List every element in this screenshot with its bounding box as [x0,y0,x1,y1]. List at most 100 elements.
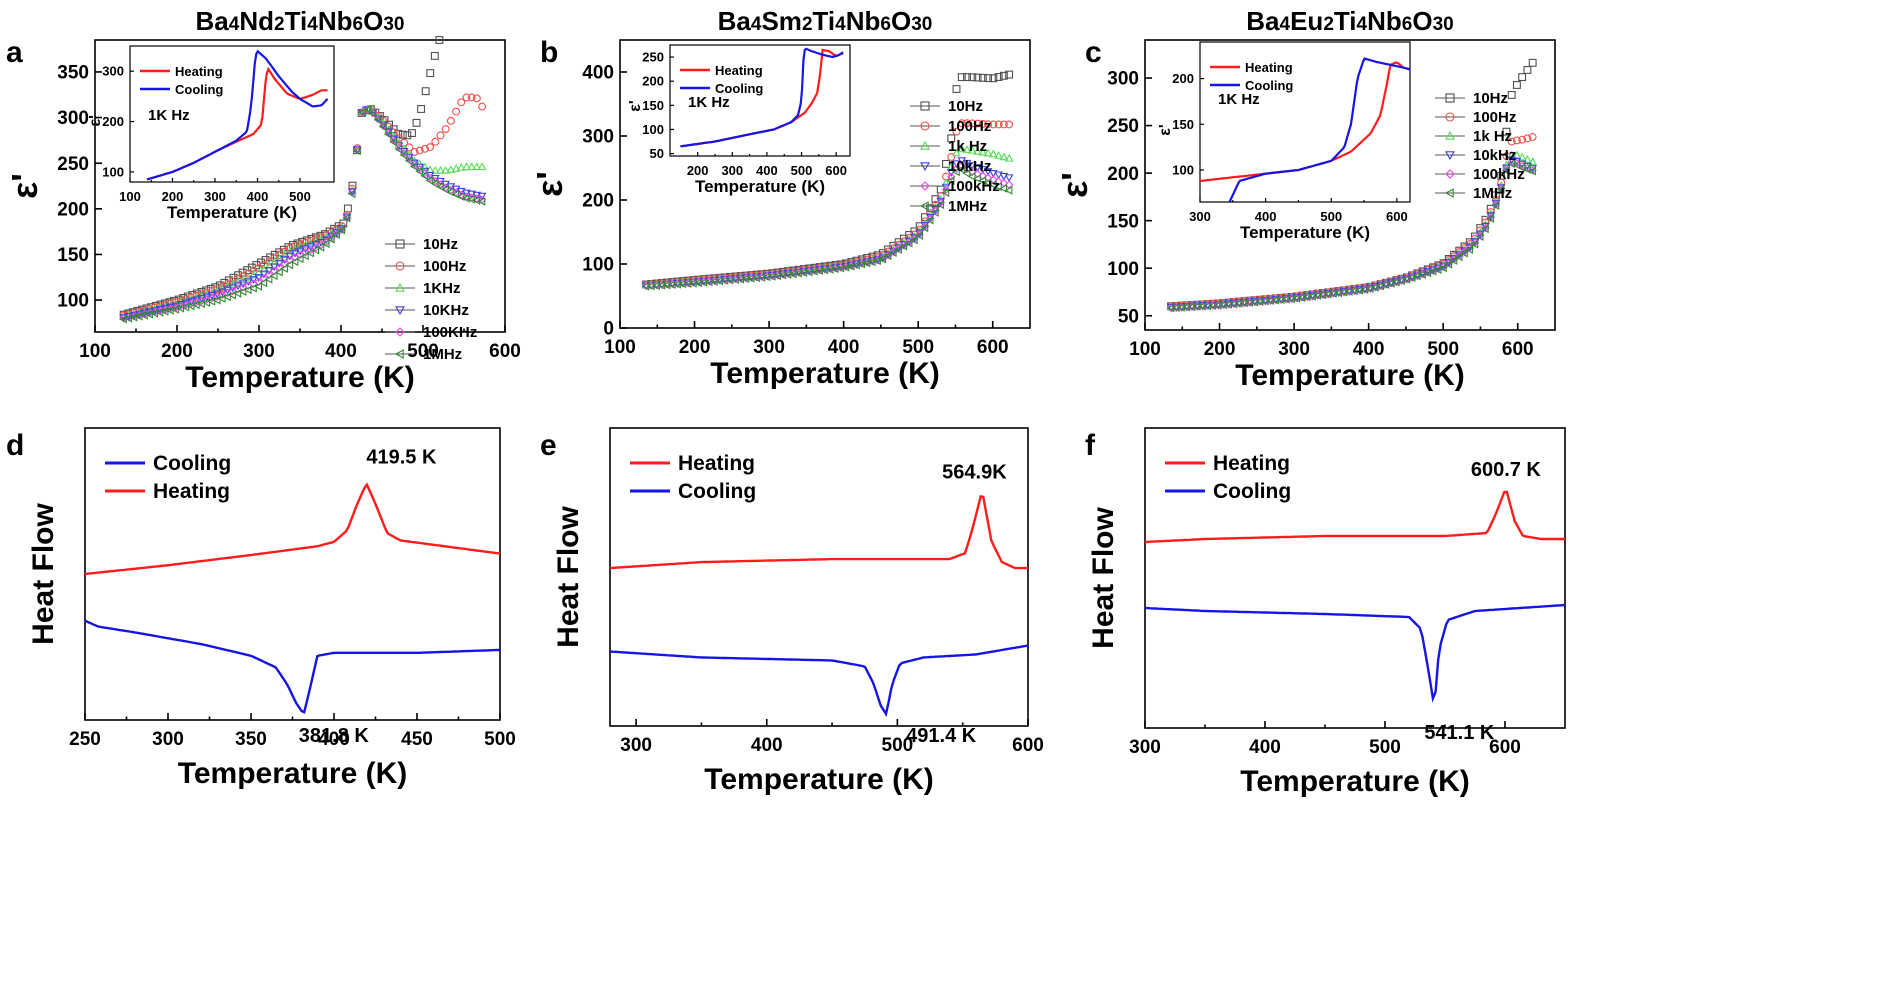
x-tick-label: 100 [119,189,141,204]
data-marker [207,297,216,306]
data-marker [421,87,430,96]
x-tick-label: 400 [828,337,860,358]
data-marker [467,162,476,171]
panel-title-part: 30 [1433,14,1454,35]
panel-letter: c [1085,36,1102,69]
y-tick-label: 300 [57,108,89,129]
data-marker [462,93,471,102]
data-marker [218,288,227,297]
y-axis-label: ε' [529,171,570,197]
inset-plot: 200 300 400 500 600 50 100 150 200 250 Temperature… [627,44,851,196]
data-marker [228,290,237,300]
data-marker [477,197,486,206]
y-axis-label: ε' [4,173,45,199]
data-marker [264,275,273,284]
panel-title-part: O [363,6,383,36]
data-marker [171,299,180,308]
data-marker [1470,240,1479,249]
data-marker [311,245,320,255]
data-marker [290,249,300,258]
data-marker [452,107,461,116]
data-marker [994,120,1003,129]
data-marker [436,165,445,174]
data-marker [1497,178,1506,187]
data-marker [962,168,971,178]
data-marker [197,299,205,309]
data-marker [1454,252,1463,262]
panel-title-part: 4 [307,14,318,35]
data-marker [1518,73,1527,82]
panel-title-part: 30 [911,14,932,35]
data-marker [1480,224,1489,234]
data-marker [316,242,325,252]
inset-frequency-note: 1K Hz [688,94,730,111]
y-tick-label: 100 [642,122,664,137]
data-marker [952,148,961,157]
x-tick-label: 300 [1189,209,1211,224]
data-marker [1459,248,1468,258]
data-marker [306,248,314,258]
data-marker [946,169,956,178]
data-marker [254,274,264,282]
x-tick-label: 400 [1249,737,1281,758]
data-marker [952,164,961,173]
x-tick-label: 400 [1255,209,1277,224]
data-marker [457,98,466,107]
x-tick-label: 400 [247,189,269,204]
data-marker [446,165,456,174]
data-marker [472,162,482,171]
data-marker [1428,266,1437,276]
inset-frequency-note: 1K Hz [148,107,190,124]
x-tick-label: 100 [604,337,636,358]
peak-annotation: 381.8 K [299,725,370,747]
data-marker [467,190,476,199]
panel-title-part: 30 [383,14,404,35]
legend-label: 1k Hz [1473,128,1512,145]
legend-marker [920,181,930,191]
plot-frame [1199,41,1411,203]
data-marker [1528,58,1537,67]
y-tick-label: 400 [582,63,614,84]
y-tick-label: 200 [582,191,614,212]
inset-frequency-note: 1K Hz [1218,91,1260,108]
legend-label-heating: Heating [678,452,755,475]
x-tick-label: 600 [1502,339,1534,360]
legend-label-heating: Heating [1213,452,1290,475]
inset-background [1200,42,1410,202]
data-marker [951,167,960,177]
data-marker [1005,70,1014,79]
series-heating [609,495,1028,570]
data-marker [451,164,461,172]
data-marker [883,251,892,261]
x-tick-label: 300 [1129,737,1161,758]
data-marker [1004,153,1014,162]
legend-marker [920,162,930,172]
panel-title-part: 4 [751,14,762,35]
data-marker [264,270,274,279]
x-tick-label: 500 [1369,737,1401,758]
data-marker [280,264,288,273]
x-axis-label: Temperature (K) [1240,765,1469,798]
data-marker [1507,137,1516,146]
data-marker [878,254,887,264]
data-marker [984,74,993,83]
data-marker [888,248,897,258]
legend-label-cooling: Cooling [1213,480,1291,503]
data-marker [238,268,247,277]
data-marker [957,165,966,174]
x-tick-label: 500 [407,341,439,362]
x-tick-label: 300 [1278,339,1310,360]
data-marker [301,245,310,254]
y-tick-label: 100 [582,255,614,276]
x-tick-label: 600 [825,163,847,178]
data-marker [233,289,242,298]
panel-title-part: Nb [1367,6,1402,36]
data-marker [1381,280,1390,290]
data-marker [1507,159,1515,168]
data-marker [967,172,976,181]
peak-annotation: 491.4 K [906,725,977,747]
x-axis-label: Temperature (K) [710,357,939,390]
data-marker [936,200,944,210]
data-marker [274,267,283,277]
data-marker [1496,185,1505,194]
